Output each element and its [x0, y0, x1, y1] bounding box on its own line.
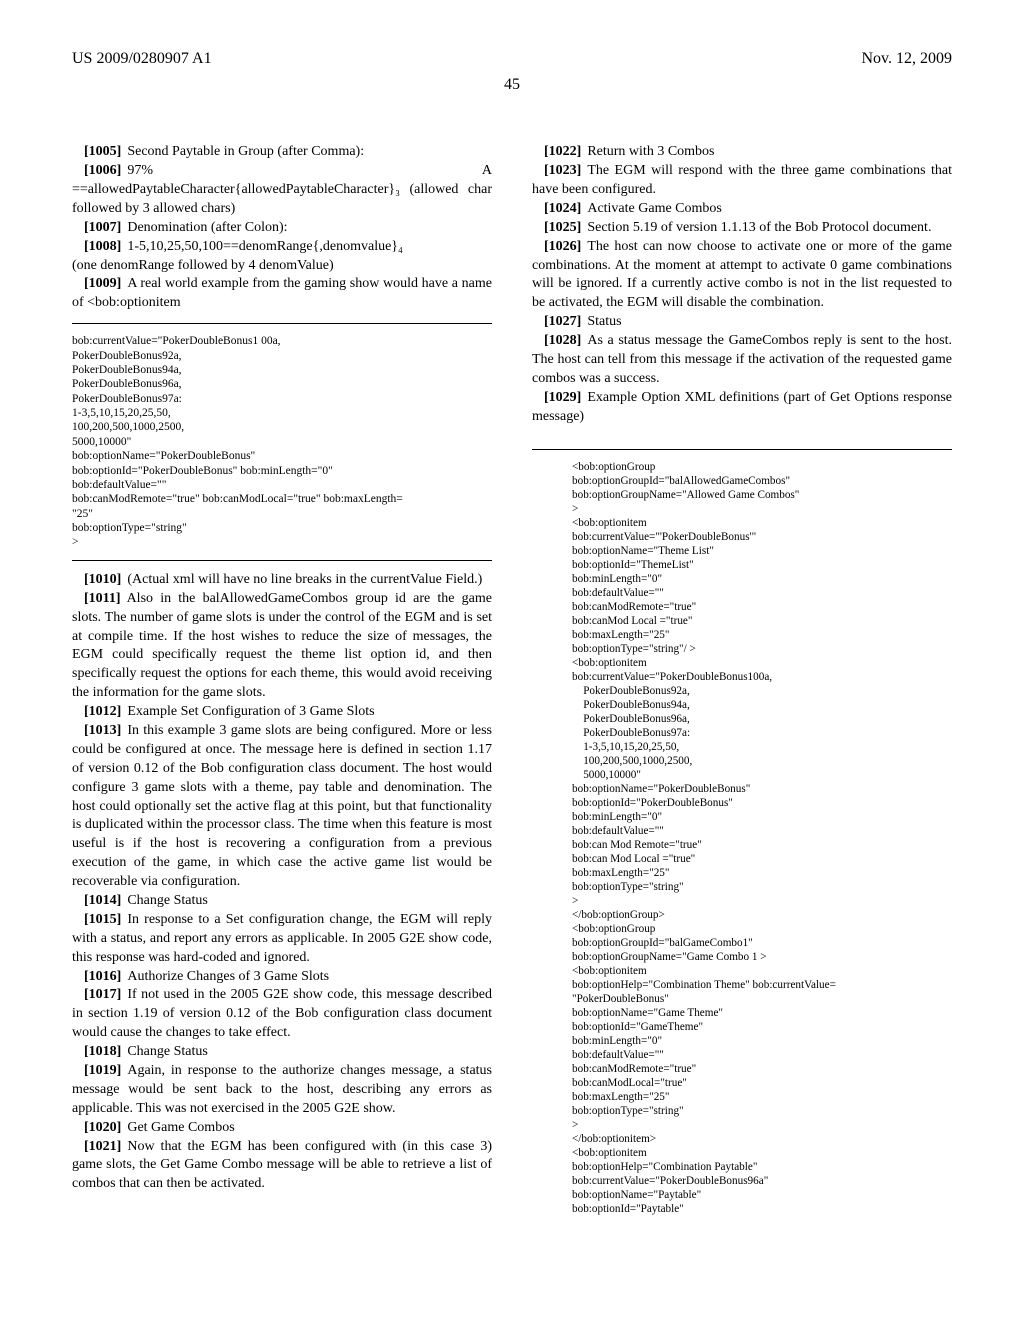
para-1013-text: In this example 3 game slots are being c…: [72, 723, 492, 889]
para-1015: [1015]In response to a Set configuration…: [72, 911, 492, 968]
para-1027: [1027]Status: [532, 313, 952, 332]
page-header: US 2009/0280907 A1 Nov. 12, 2009: [72, 48, 952, 70]
para-1026-text: The host can now choose to activate one …: [532, 239, 952, 311]
patent-number: US 2009/0280907 A1: [72, 48, 212, 70]
para-1007: [1007]Denomination (after Colon):: [72, 219, 492, 238]
left-column: [1005]Second Paytable in Group (after Co…: [72, 143, 492, 1215]
para-1024: [1024]Activate Game Combos: [532, 200, 952, 219]
para-1026: [1026]The host can now choose to activat…: [532, 238, 952, 314]
rule: [72, 560, 492, 561]
para-1017: [1017]If not used in the 2005 G2E show c…: [72, 986, 492, 1043]
para-1020: [1020]Get Game Combos: [72, 1119, 492, 1138]
code-block-2: <bob:optionGroup bob:optionGroupId="balA…: [572, 460, 952, 1216]
para-1006-A: A: [482, 162, 492, 181]
para-1007-text: Denomination (after Colon):: [127, 220, 287, 235]
para-1027-text: Status: [587, 314, 621, 329]
para-1010-text: (Actual xml will have no line breaks in …: [127, 572, 482, 587]
para-1018-text: Change Status: [127, 1044, 208, 1059]
para-1025-text: Section 5.19 of version 1.1.13 of the Bo…: [587, 220, 931, 235]
para-1009: [1009]A real world example from the gami…: [72, 275, 492, 313]
para-1008b: (one denomRange followed by 4 denomValue…: [72, 257, 492, 276]
para-1020-text: Get Game Combos: [127, 1120, 234, 1135]
para-1029-text: Example Option XML definitions (part of …: [532, 390, 952, 424]
para-1016: [1016]Authorize Changes of 3 Game Slots: [72, 968, 492, 987]
para-1022: [1022]Return with 3 Combos: [532, 143, 952, 162]
para-1014: [1014]Change Status: [72, 892, 492, 911]
para-1005: [1005]Second Paytable in Group (after Co…: [72, 143, 492, 162]
para-1012: [1012]Example Set Configuration of 3 Gam…: [72, 703, 492, 722]
page-number: 45: [72, 74, 952, 96]
para-1019: [1019]Again, in response to the authoriz…: [72, 1062, 492, 1119]
para-1011: [1011]Also in the balAllowedGameCombos g…: [72, 590, 492, 703]
para-1012-text: Example Set Configuration of 3 Game Slot…: [127, 704, 374, 719]
para-1008: [1008]1-5,10,25,50,100==denomRange{,deno…: [72, 238, 492, 257]
para-1015-text: In response to a Set configuration chang…: [72, 912, 492, 965]
rule: [72, 323, 492, 324]
right-column: [1022]Return with 3 Combos [1023]The EGM…: [532, 143, 952, 1215]
para-1024-text: Activate Game Combos: [587, 201, 722, 216]
patent-date: Nov. 12, 2009: [861, 48, 952, 70]
rule: [532, 449, 952, 450]
para-1019-text: Again, in response to the authorize chan…: [72, 1063, 492, 1116]
para-1028-text: As a status message the GameCombos reply…: [532, 333, 952, 386]
para-1006: [1006]97%A: [72, 162, 492, 181]
para-1008-text: 1-5,10,25,50,100==denomRange{,denomvalue…: [127, 239, 403, 254]
para-1021: [1021]Now that the EGM has been configur…: [72, 1138, 492, 1195]
para-1028: [1028]As a status message the GameCombos…: [532, 332, 952, 389]
para-1029: [1029]Example Option XML definitions (pa…: [532, 389, 952, 427]
para-1011-text: Also in the balAllowedGameCombos group i…: [72, 591, 492, 700]
para-1022-text: Return with 3 Combos: [587, 144, 714, 159]
para-1006-eq: ==allowedPaytableCharacter{allowedPaytab…: [72, 181, 492, 219]
two-column-layout: [1005]Second Paytable in Group (after Co…: [72, 143, 952, 1215]
code-block-1: bob:currentValue="PokerDoubleBonus1 00a,…: [72, 334, 492, 550]
para-1005-text: Second Paytable in Group (after Comma):: [127, 144, 364, 159]
para-1021-text: Now that the EGM has been configured wit…: [72, 1139, 492, 1192]
para-1023: [1023]The EGM will respond with the thre…: [532, 162, 952, 200]
para-1014-text: Change Status: [127, 893, 208, 908]
para-1018: [1018]Change Status: [72, 1043, 492, 1062]
para-1009-text: A real world example from the gaming sho…: [72, 276, 492, 310]
para-1016-text: Authorize Changes of 3 Game Slots: [127, 969, 329, 984]
para-1025: [1025]Section 5.19 of version 1.1.13 of …: [532, 219, 952, 238]
para-1023-text: The EGM will respond with the three game…: [532, 163, 952, 197]
para-1017-text: If not used in the 2005 G2E show code, t…: [72, 987, 492, 1040]
para-1010: [1010](Actual xml will have no line brea…: [72, 571, 492, 590]
para-1006-pct: 97%: [127, 163, 153, 178]
para-1013: [1013]In this example 3 game slots are b…: [72, 722, 492, 892]
